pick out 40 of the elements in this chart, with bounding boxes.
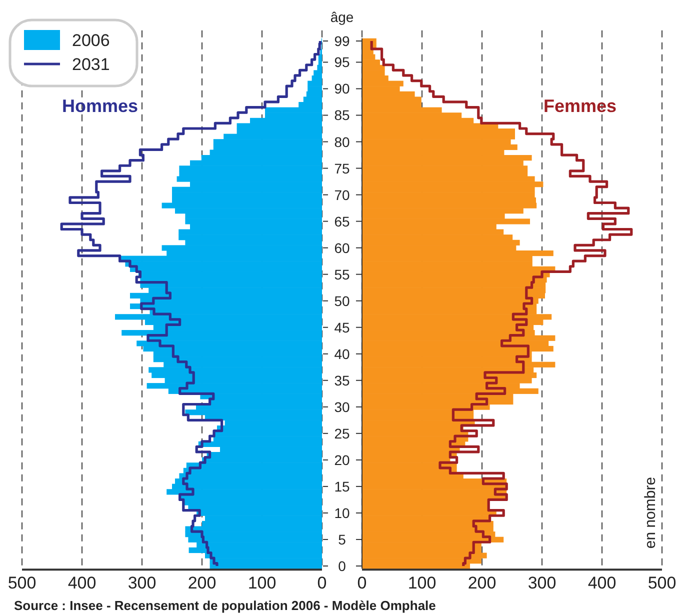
y-tick-label: 10: [334, 504, 350, 521]
y-tick-label: 85: [334, 107, 350, 124]
x-tick-label: 0: [317, 574, 327, 593]
y-tick-label: 99: [334, 33, 350, 49]
y-tick-label: 65: [334, 213, 350, 230]
x-tick-label: 0: [357, 574, 367, 593]
y-tick-label: 15: [334, 478, 350, 494]
x-tick-label: 100: [248, 574, 276, 593]
y-tick-label: 20: [334, 452, 350, 468]
x-tick-label: 300: [128, 574, 156, 593]
y-tick-label: 50: [334, 292, 350, 309]
x-tick-label: 300: [528, 574, 556, 593]
y-tick-label: 30: [334, 398, 350, 415]
y-tick-label: 95: [334, 54, 350, 70]
y-tick-label: 70: [334, 186, 350, 203]
text: Femmes: [543, 96, 617, 116]
y-tick-label: 35: [334, 372, 350, 388]
source-note: Source : Insee - Recensement de population 2006 - Modèle Omphale: [14, 598, 436, 613]
y-tick-label: 40: [334, 346, 350, 362]
x-tick-label: 200: [188, 574, 216, 593]
y-tick-label: 60: [334, 240, 350, 256]
x-tick-label: 400: [68, 574, 96, 593]
y-tick-label: 55: [334, 266, 350, 282]
annotation: en nombre: [642, 476, 659, 549]
y-tick-label: 25: [334, 425, 350, 442]
x-tick-label: 100: [408, 574, 436, 593]
text: Hommes: [62, 96, 138, 116]
y-axis-title: âge: [330, 9, 354, 25]
x-tick-label: 500: [648, 574, 676, 593]
x-tick-label: 400: [588, 574, 616, 593]
legend-label: 2031: [72, 55, 110, 74]
y-tick-label: 45: [334, 319, 350, 336]
legend-label: 2006: [72, 31, 110, 50]
y-tick-label: 0: [338, 558, 346, 574]
y-tick-label: 5: [338, 531, 346, 548]
y-tick-label: 80: [334, 134, 350, 150]
x-tick-label: 500: [8, 574, 36, 593]
x-tick-label: 200: [468, 574, 496, 593]
y-tick-label: 90: [334, 80, 350, 97]
y-tick-label: 75: [334, 160, 350, 176]
